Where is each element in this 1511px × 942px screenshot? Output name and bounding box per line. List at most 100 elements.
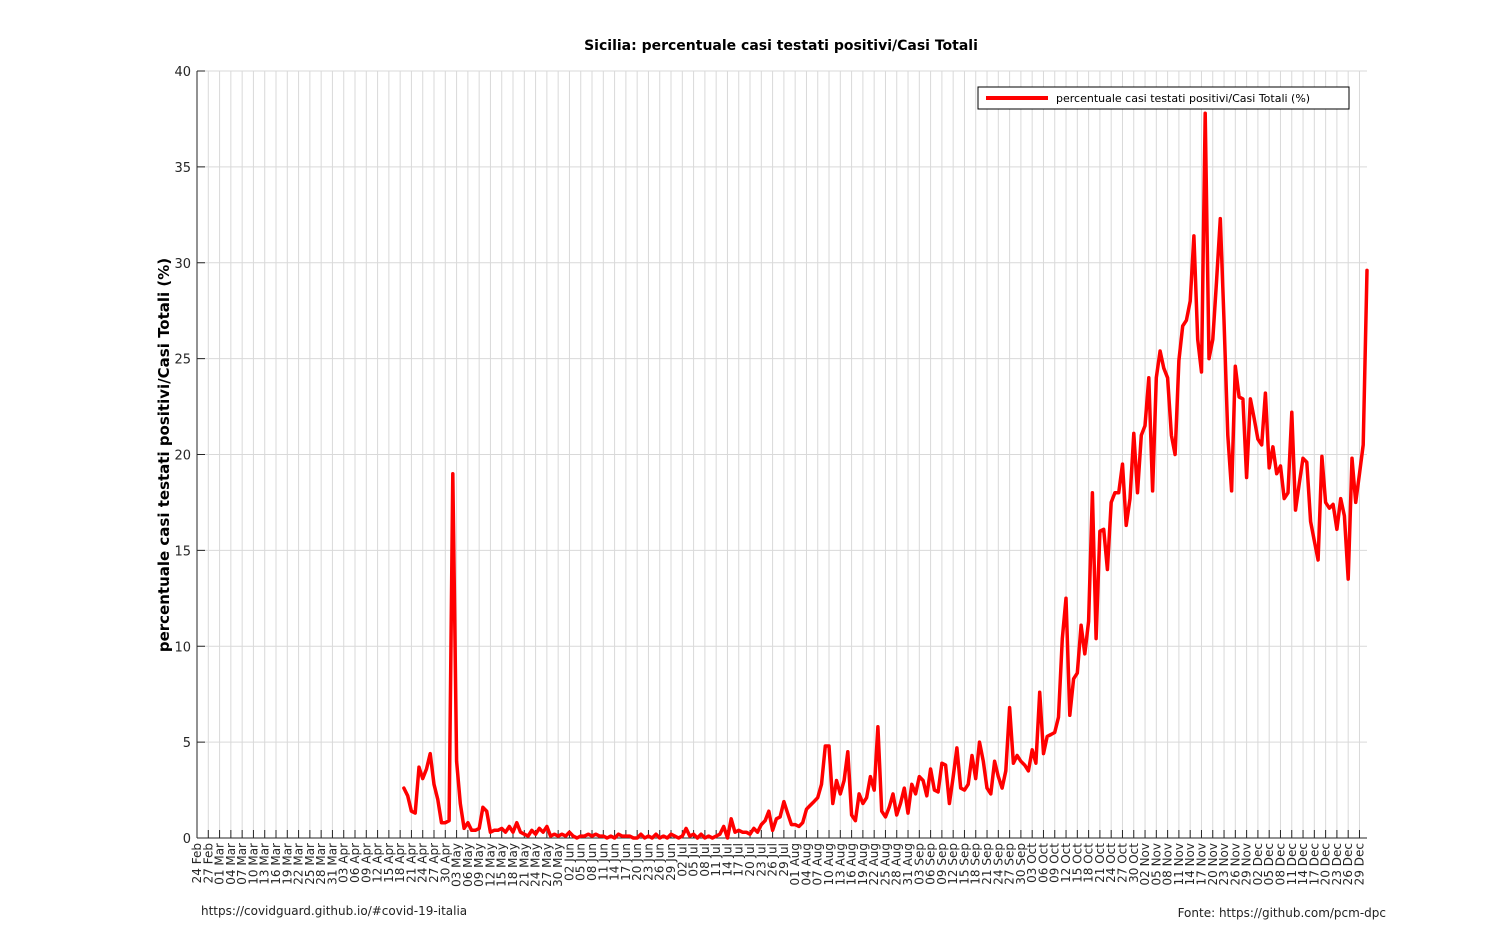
footer-source-link[interactable]: https://covidguard.github.io/#covid-19-i… xyxy=(201,904,468,918)
x-tick-label: 09 Oct xyxy=(1048,843,1062,883)
grid xyxy=(196,70,1367,839)
x-tick-label: 13 Aug xyxy=(833,843,847,886)
x-tick-label: 23 Nov xyxy=(1217,843,1231,886)
legend-label: percentuale casi testati positivi/Casi T… xyxy=(1056,92,1310,105)
x-tick-label: 23 Dec xyxy=(1330,843,1344,885)
x-tick-label: 27 Apr xyxy=(427,843,441,883)
x-tick-label: 21 May xyxy=(517,843,531,887)
x-tick-label: 21 Sep xyxy=(980,843,994,885)
y-tick-label: 20 xyxy=(174,449,191,464)
x-tick-label: 11 Jul xyxy=(709,843,723,877)
x-tick-label: 20 Nov xyxy=(1206,843,1220,886)
x-tick-label: 21 Apr xyxy=(404,843,418,883)
x-tick-label: 08 Jul xyxy=(698,843,712,877)
x-tick-label: 18 Oct xyxy=(1082,843,1096,883)
x-tick-label: 24 Sep xyxy=(991,843,1005,885)
x-tick-label: 28 Mar xyxy=(314,843,328,885)
x-tick-label: 10 Mar xyxy=(246,843,260,885)
x-tick-label: 22 Aug xyxy=(867,843,881,886)
x-tick-label: 02 Jul xyxy=(675,843,689,877)
x-tick-label: 27 May xyxy=(540,843,554,887)
x-tick-label: 23 Jun xyxy=(641,843,655,881)
x-tick-label: 16 Mar xyxy=(269,843,283,885)
x-tick-label: 03 Sep xyxy=(912,843,926,885)
x-tick-label: 03 May xyxy=(450,843,464,887)
x-tick-label: 17 Jul xyxy=(732,843,746,877)
x-tick-label: 30 May xyxy=(551,843,565,887)
x-tick-label: 05 Nov xyxy=(1149,843,1163,886)
x-tick-label: 09 Apr xyxy=(359,843,373,883)
x-tick-label: 26 Dec xyxy=(1341,843,1355,885)
x-tick-label: 30 Oct xyxy=(1127,843,1141,883)
x-tick-label: 22 Mar xyxy=(292,843,306,885)
x-tick-label: 01 Mar xyxy=(213,843,227,885)
legend: percentuale casi testati positivi/Casi T… xyxy=(977,86,1350,110)
x-tick-label: 14 Dec xyxy=(1296,843,1310,885)
y-tick-label: 10 xyxy=(174,640,191,655)
x-tick-label: 29 Nov xyxy=(1240,843,1254,886)
x-tick-label: 05 Jun xyxy=(574,843,588,881)
x-tick-label: 18 Apr xyxy=(393,843,407,883)
y-tick-label: 15 xyxy=(174,544,191,559)
x-tick-label: 19 Mar xyxy=(280,843,294,885)
x-tick-label: 02 Dec xyxy=(1251,843,1265,885)
x-tick-label: 24 Oct xyxy=(1104,843,1118,883)
x-tick-label: 15 Sep xyxy=(957,843,971,885)
x-tick-label: 03 Oct xyxy=(1025,843,1039,883)
x-tick-label: 19 Aug xyxy=(856,843,870,886)
x-tick-label: 26 Jul xyxy=(766,843,780,877)
x-tick-label: 09 Sep xyxy=(935,843,949,885)
x-tick-label: 29 Jul xyxy=(777,843,791,877)
x-tick-label: 08 Nov xyxy=(1161,843,1175,886)
x-tick-label: 12 Apr xyxy=(371,843,385,883)
x-tick-label: 13 Mar xyxy=(258,843,272,885)
x-tick-label: 25 Mar xyxy=(303,843,317,885)
x-tick-label: 30 Sep xyxy=(1014,843,1028,885)
x-tick-label: 02 Jun xyxy=(562,843,576,881)
x-tick-label: 26 Jun xyxy=(653,843,667,881)
x-tick-label: 14 Jun xyxy=(608,843,622,881)
x-tick-label: 28 Aug xyxy=(890,843,904,886)
y-tick-labels: 0 5 10 15 20 25 30 35 40 xyxy=(174,65,191,847)
x-tick-label: 02 Nov xyxy=(1138,843,1152,886)
x-tick-label: 26 Nov xyxy=(1228,843,1242,886)
x-tick-label: 06 Apr xyxy=(348,843,362,883)
x-tick-label: 27 Sep xyxy=(1003,843,1017,885)
x-tick-label: 27 Feb xyxy=(201,843,215,883)
x-tick-label: 25 Aug xyxy=(878,843,892,886)
x-tick-label: 15 Oct xyxy=(1070,843,1084,883)
x-tick-label: 08 Dec xyxy=(1273,843,1287,885)
series-lines xyxy=(402,111,1369,840)
y-tick-label: 40 xyxy=(174,65,191,80)
x-tick-label: 20 Jul xyxy=(743,843,757,877)
x-tick-label: 05 Jul xyxy=(687,843,701,877)
x-tick-label: 17 Jun xyxy=(619,843,633,881)
x-tick-label: 31 Mar xyxy=(325,843,339,885)
x-tick-label: 29 Jun xyxy=(664,843,678,881)
y-axis-label: percentuale casi testati positivi/Casi T… xyxy=(155,258,173,652)
x-tick-label: 12 Sep xyxy=(946,843,960,885)
x-tick-label: 24 Feb xyxy=(190,843,204,883)
y-tick-label: 35 xyxy=(174,161,191,176)
x-tick-label: 04 Mar xyxy=(224,843,238,885)
x-tick-label: 06 Oct xyxy=(1036,843,1050,883)
x-tick-label: 09 May xyxy=(472,843,486,887)
x-tick-label: 06 Sep xyxy=(924,843,938,885)
x-tick-label: 10 Aug xyxy=(822,843,836,886)
x-tick-label: 31 Aug xyxy=(901,843,915,886)
x-tick-label: 18 May xyxy=(506,843,520,887)
x-tick-label: 15 May xyxy=(495,843,509,887)
x-tick-label: 07 Aug xyxy=(811,843,825,886)
x-tick-label: 04 Aug xyxy=(799,843,813,886)
x-tick-label: 01 Aug xyxy=(788,843,802,886)
x-tick-label: 27 Oct xyxy=(1115,843,1129,883)
x-tick-label: 11 Dec xyxy=(1285,843,1299,885)
x-tick-label: 17 Dec xyxy=(1307,843,1321,885)
x-tick-label: 03 Apr xyxy=(337,843,351,883)
x-tick-label: 12 Oct xyxy=(1059,843,1073,883)
x-tick-label: 11 Jun xyxy=(596,843,610,881)
x-tick-label: 15 Apr xyxy=(382,843,396,883)
x-tick-label: 17 Nov xyxy=(1194,843,1208,886)
